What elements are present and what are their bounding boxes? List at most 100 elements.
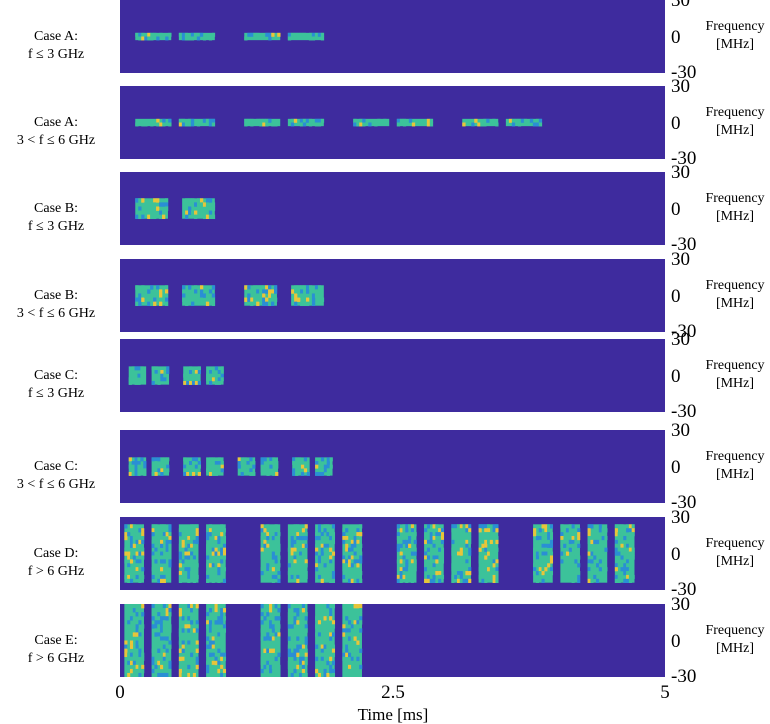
burst-cell <box>331 535 336 541</box>
burst-cell <box>132 604 136 609</box>
burst-cell <box>124 559 128 564</box>
burst-cell <box>560 535 564 541</box>
panel-case-label: Case B: f ≤ 3 GHz <box>0 200 112 236</box>
burst-cell <box>538 559 542 564</box>
burst-cell <box>465 543 469 548</box>
burst-cell <box>511 118 516 123</box>
burst-cell <box>438 571 442 576</box>
burst-cell <box>489 551 493 556</box>
burst-cell <box>190 648 194 653</box>
burst-cell <box>151 668 155 674</box>
burst-cell <box>320 532 324 537</box>
burst-cell <box>438 578 442 583</box>
burst-cell <box>535 555 540 560</box>
burst-cell <box>484 528 488 533</box>
burst-cell <box>192 543 196 548</box>
burst-cell <box>181 122 186 127</box>
burst-cell <box>129 640 134 645</box>
signal-burst <box>135 32 172 41</box>
burst-cell <box>151 555 155 560</box>
burst-cell <box>165 608 169 613</box>
burst-cell <box>296 620 300 625</box>
burst-cell <box>353 559 357 564</box>
burst-cell <box>191 301 195 307</box>
burst-cell <box>631 528 635 533</box>
signal-burst <box>178 32 216 41</box>
burst-cell <box>178 648 182 653</box>
burst-cell <box>191 373 196 378</box>
burst-cell <box>590 571 594 576</box>
burst-cell <box>206 373 210 378</box>
burst-cell <box>620 567 624 572</box>
burst-cell <box>262 122 266 127</box>
burst-cell <box>237 457 241 462</box>
burst-cell <box>208 524 213 529</box>
burst-cell <box>185 210 189 215</box>
signal-burst <box>505 118 543 127</box>
burst-cell <box>299 528 303 533</box>
burst-cell <box>206 664 210 670</box>
burst-cell <box>424 578 428 583</box>
burst-cell <box>220 373 224 378</box>
burst-cell <box>263 636 267 641</box>
burst-cell <box>260 668 264 674</box>
burst-cell <box>465 528 469 533</box>
burst-cell <box>383 118 387 123</box>
burst-cell <box>541 578 545 583</box>
burst-cell <box>626 547 630 552</box>
burst-cell <box>326 539 330 545</box>
burst-cell <box>205 198 210 203</box>
burst-cell <box>315 551 319 556</box>
burst-cell <box>535 578 540 583</box>
burst-cell <box>454 551 458 556</box>
burst-cell <box>296 636 300 641</box>
burst-cell <box>260 468 264 473</box>
burst-cell <box>138 559 142 564</box>
burst-cell <box>271 535 275 541</box>
burst-cell <box>320 118 325 123</box>
burst-cell <box>271 620 275 625</box>
burst-cell <box>320 297 325 302</box>
signal-burst <box>260 457 279 476</box>
burst-cell <box>144 36 148 41</box>
burst-cell <box>127 555 131 560</box>
burst-cell <box>631 551 635 556</box>
burst-cell <box>154 366 158 371</box>
burst-cell <box>263 539 267 545</box>
burst-cell <box>568 539 572 545</box>
burst-cell <box>342 574 346 580</box>
burst-cell <box>408 543 412 548</box>
burst-cell <box>277 532 281 537</box>
burst-cell <box>184 122 189 127</box>
burst-cell <box>154 471 158 476</box>
burst-cell <box>197 370 201 374</box>
burst-cell <box>211 377 216 382</box>
burst-cell <box>247 289 251 294</box>
burst-cell <box>206 532 210 537</box>
signal-burst <box>124 604 145 677</box>
panel-case-label: Case A: f ≤ 3 GHz <box>0 28 112 64</box>
burst-cell <box>350 628 354 633</box>
burst-cell <box>268 293 272 298</box>
burst-cell <box>326 464 330 469</box>
burst-cell <box>162 214 166 220</box>
burst-cell <box>301 555 305 560</box>
burst-cell <box>314 122 319 127</box>
burst-cell <box>220 377 224 382</box>
burst-cell <box>320 36 325 41</box>
burst-cell <box>290 528 294 533</box>
burst-cell <box>208 652 213 658</box>
burst-cell <box>315 547 319 552</box>
burst-cell <box>262 118 266 123</box>
burst-cell <box>240 471 244 476</box>
burst-cell <box>260 656 264 662</box>
burst-cell <box>263 468 267 473</box>
burst-cell <box>266 636 270 641</box>
burst-cell <box>480 122 484 127</box>
burst-cell <box>211 32 216 37</box>
burst-cell <box>587 532 591 537</box>
burst-cell <box>593 532 597 537</box>
burst-cell <box>323 524 327 529</box>
burst-cell <box>156 118 160 123</box>
burst-cell <box>456 555 461 560</box>
